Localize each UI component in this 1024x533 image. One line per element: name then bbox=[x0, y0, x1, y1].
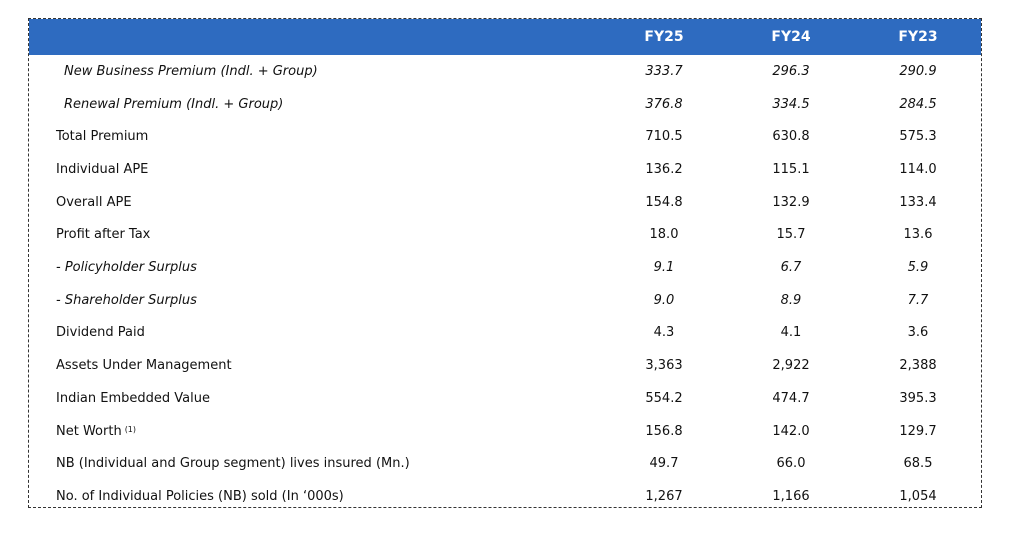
value-cell: 4.3 bbox=[653, 325, 675, 341]
value-cell: 710.5 bbox=[645, 129, 683, 145]
row-label: Individual APE bbox=[56, 153, 148, 186]
value-cell: 554.2 bbox=[645, 390, 683, 406]
table-row: Renewal Premium (Indl. + Group) 376.8 334.… bbox=[29, 88, 981, 121]
value-cell: 49.7 bbox=[649, 456, 679, 472]
footnote-marker: (1) bbox=[124, 424, 137, 434]
row-label-text: No. of Individual Policies (NB) sold (In… bbox=[56, 488, 344, 504]
value-cell: 154.8 bbox=[645, 194, 683, 210]
value-cell: 132.9 bbox=[772, 194, 810, 210]
value-cell: 630.8 bbox=[772, 129, 810, 145]
row-label: Overall APE bbox=[56, 186, 132, 219]
row-label-text: Indian Embedded Value bbox=[56, 390, 210, 406]
value-cell: 68.5 bbox=[903, 456, 933, 472]
value-cell: 334.5 bbox=[772, 96, 810, 112]
table-row: Assets Under Management 3,363 2,922 2,388 bbox=[29, 349, 981, 382]
table-row: - Policyholder Surplus 9.1 6.7 5.9 bbox=[29, 251, 981, 284]
value-cell: 284.5 bbox=[899, 96, 937, 112]
value-cell: 142.0 bbox=[772, 423, 810, 439]
row-label-text: Overall APE bbox=[56, 194, 132, 210]
row-label: No. of Individual Policies (NB) sold (In… bbox=[56, 480, 344, 513]
value-cell: 13.6 bbox=[903, 227, 933, 243]
row-label-text: Net Worth bbox=[56, 423, 122, 439]
row-label-text: Profit after Tax bbox=[56, 227, 151, 243]
value-cell: 296.3 bbox=[772, 63, 810, 79]
value-cell: 136.2 bbox=[645, 161, 683, 177]
financial-table: FY25 FY24 FY23 New Business Premium (Ind… bbox=[28, 18, 982, 508]
header-fy25: FY25 bbox=[644, 29, 684, 45]
row-label: NB (Individual and Group segment) lives … bbox=[56, 447, 410, 480]
value-cell: 8.9 bbox=[780, 292, 802, 308]
value-cell: 7.7 bbox=[907, 292, 929, 308]
value-cell: 575.3 bbox=[899, 129, 937, 145]
row-label: - Policyholder Surplus bbox=[56, 251, 197, 284]
row-label: Assets Under Management bbox=[56, 349, 232, 382]
table-row: Individual APE 136.2 115.1 114.0 bbox=[29, 153, 981, 186]
row-label: Net Worth (1) bbox=[56, 415, 136, 448]
value-cell: 333.7 bbox=[645, 63, 683, 79]
row-label: Renewal Premium (Indl. + Group) bbox=[64, 88, 283, 121]
value-cell: 3,363 bbox=[645, 358, 683, 374]
row-label: Profit after Tax bbox=[56, 219, 150, 252]
value-cell: 2,922 bbox=[772, 358, 810, 374]
value-cell: 66.0 bbox=[776, 456, 806, 472]
value-cell: 1,267 bbox=[645, 488, 683, 504]
header-fy23: FY23 bbox=[898, 29, 938, 45]
table-row: Overall APE 154.8 132.9 133.4 bbox=[29, 186, 981, 219]
value-cell: 5.9 bbox=[907, 260, 929, 276]
value-cell: 2,388 bbox=[899, 358, 937, 374]
value-cell: 15.7 bbox=[776, 227, 806, 243]
table-row: - Shareholder Surplus 9.0 8.9 7.7 bbox=[29, 284, 981, 317]
table-row: No. of Individual Policies (NB) sold (In… bbox=[29, 480, 981, 513]
table-row: Profit after Tax 18.0 15.7 13.6 bbox=[29, 219, 981, 252]
value-cell: 4.1 bbox=[780, 325, 802, 341]
value-cell: 1,054 bbox=[899, 488, 937, 504]
row-label-text: New Business Premium (Indl. + Group) bbox=[64, 63, 318, 79]
table-row: Total Premium 710.5 630.8 575.3 bbox=[29, 120, 981, 153]
row-label-text: - Shareholder Surplus bbox=[56, 292, 197, 308]
row-label-text: Assets Under Management bbox=[56, 358, 232, 374]
row-label: Indian Embedded Value bbox=[56, 382, 210, 415]
table-header: FY25 FY24 FY23 bbox=[29, 19, 981, 55]
table-row: NB (Individual and Group segment) lives … bbox=[29, 447, 981, 480]
table-row: Dividend Paid 4.3 4.1 3.6 bbox=[29, 317, 981, 350]
table-row: New Business Premium (Indl. + Group) 333.… bbox=[29, 55, 981, 88]
value-cell: 114.0 bbox=[899, 161, 937, 177]
value-cell: 376.8 bbox=[645, 96, 683, 112]
row-label: New Business Premium (Indl. + Group) bbox=[64, 55, 318, 88]
table-row: Net Worth (1) 156.8 142.0 129.7 bbox=[29, 415, 981, 448]
value-cell: 3.6 bbox=[907, 325, 929, 341]
row-label-text: NB (Individual and Group segment) lives … bbox=[56, 456, 410, 472]
value-cell: 474.7 bbox=[772, 390, 810, 406]
value-cell: 129.7 bbox=[899, 423, 937, 439]
value-cell: 290.9 bbox=[899, 63, 937, 79]
row-label-text: Dividend Paid bbox=[56, 325, 145, 341]
value-cell: 395.3 bbox=[899, 390, 937, 406]
value-cell: 9.0 bbox=[653, 292, 675, 308]
row-label: Total Premium bbox=[56, 120, 148, 153]
value-cell: 133.4 bbox=[899, 194, 937, 210]
row-label-text: Total Premium bbox=[56, 129, 149, 145]
value-cell: 156.8 bbox=[645, 423, 683, 439]
row-label-text: - Policyholder Surplus bbox=[56, 260, 197, 276]
row-label: Dividend Paid bbox=[56, 317, 145, 350]
value-cell: 9.1 bbox=[653, 260, 675, 276]
value-cell: 6.7 bbox=[780, 260, 802, 276]
row-label-text: Individual APE bbox=[56, 161, 149, 177]
value-cell: 1,166 bbox=[772, 488, 810, 504]
row-label: - Shareholder Surplus bbox=[56, 284, 197, 317]
header-fy24: FY24 bbox=[771, 29, 811, 45]
table-row: Indian Embedded Value 554.2 474.7 395.3 bbox=[29, 382, 981, 415]
row-label-text: Renewal Premium (Indl. + Group) bbox=[64, 96, 284, 112]
value-cell: 115.1 bbox=[772, 161, 810, 177]
value-cell: 18.0 bbox=[649, 227, 679, 243]
